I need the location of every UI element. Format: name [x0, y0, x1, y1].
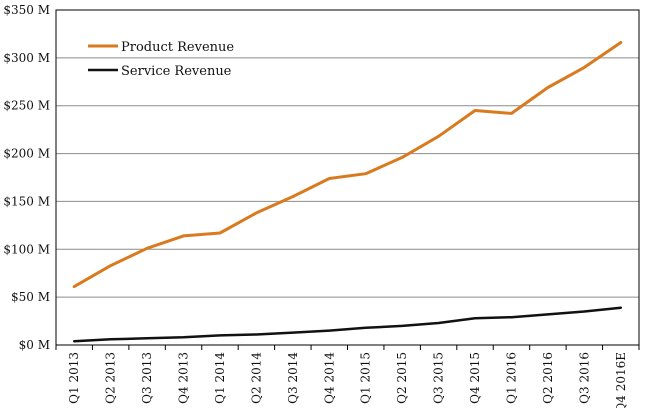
x-tick-label: Q1 2015	[359, 352, 373, 404]
data-point	[255, 333, 258, 336]
y-tick-label: $200 M	[3, 147, 50, 161]
data-point	[510, 112, 513, 115]
gridlines	[56, 9, 639, 346]
data-point	[328, 177, 331, 180]
y-axis: $0 M $50 M $100 M $150 M $200 M $250 M $300 M $…	[3, 3, 50, 352]
legend-label: Service Revenue	[121, 64, 232, 79]
y-tick-label: $300 M	[3, 51, 50, 65]
data-point	[474, 317, 477, 320]
x-tick-label: Q4 2016E	[614, 352, 628, 408]
x-tick-label: Q2 2014	[249, 352, 263, 404]
legend: Product Revenue Service Revenue	[88, 40, 234, 79]
legend-label: Product Revenue	[121, 40, 234, 55]
x-tick-label: Q3 2013	[140, 352, 154, 404]
series-lines	[72, 41, 623, 343]
y-tick-label: $150 M	[3, 194, 50, 208]
data-point	[401, 324, 404, 327]
data-point	[109, 338, 112, 341]
x-tick-label: Q1 2016	[504, 352, 518, 404]
data-point	[364, 172, 367, 175]
x-axis: Q1 2013 Q2 2013 Q3 2013 Q4 2013 Q1 2014 Q2 20…	[55, 345, 640, 413]
data-point	[182, 234, 185, 237]
y-tick-label: $50 M	[11, 290, 50, 304]
y-tick-label: $250 M	[3, 99, 50, 113]
x-tick-label: Q2 2015	[395, 352, 409, 404]
y-tick-label: $0 M	[19, 338, 50, 352]
x-tick-label: Q4 2015	[468, 352, 482, 404]
series-line-product-revenue	[72, 41, 623, 289]
data-point	[291, 331, 294, 334]
series-line-service-revenue	[72, 306, 623, 343]
x-tick-label: Q3 2016	[577, 352, 591, 404]
data-point	[109, 264, 112, 267]
data-point	[546, 86, 549, 89]
x-tick-label: Q1 2013	[67, 352, 81, 404]
data-point	[510, 316, 513, 319]
data-point	[583, 66, 586, 69]
x-tick-label: Q1 2014	[213, 352, 227, 404]
x-tick-label: Q4 2014	[322, 352, 336, 404]
data-point	[401, 156, 404, 159]
x-tick-label: Q4 2013	[177, 352, 191, 404]
y-tick-label: $100 M	[3, 242, 50, 256]
x-tick-label: Q3 2015	[432, 352, 446, 404]
data-point	[364, 326, 367, 329]
data-point	[182, 336, 185, 339]
data-point	[437, 135, 440, 138]
y-tick-label: $350 M	[3, 3, 50, 17]
data-point	[73, 340, 76, 343]
data-point	[474, 109, 477, 112]
x-tick-label: Q3 2014	[286, 352, 300, 404]
x-tick-label: Q2 2013	[104, 352, 118, 404]
data-point	[437, 321, 440, 324]
data-point	[255, 211, 258, 214]
data-point	[291, 195, 294, 198]
data-point	[146, 247, 149, 250]
data-point	[619, 41, 622, 44]
data-point	[546, 313, 549, 316]
data-point	[328, 329, 331, 332]
data-point	[218, 232, 221, 235]
data-point	[619, 306, 622, 309]
data-point	[583, 310, 586, 313]
data-point	[73, 285, 76, 288]
data-point	[218, 334, 221, 337]
data-point	[146, 337, 149, 340]
x-tick-label: Q2 2016	[541, 352, 555, 404]
